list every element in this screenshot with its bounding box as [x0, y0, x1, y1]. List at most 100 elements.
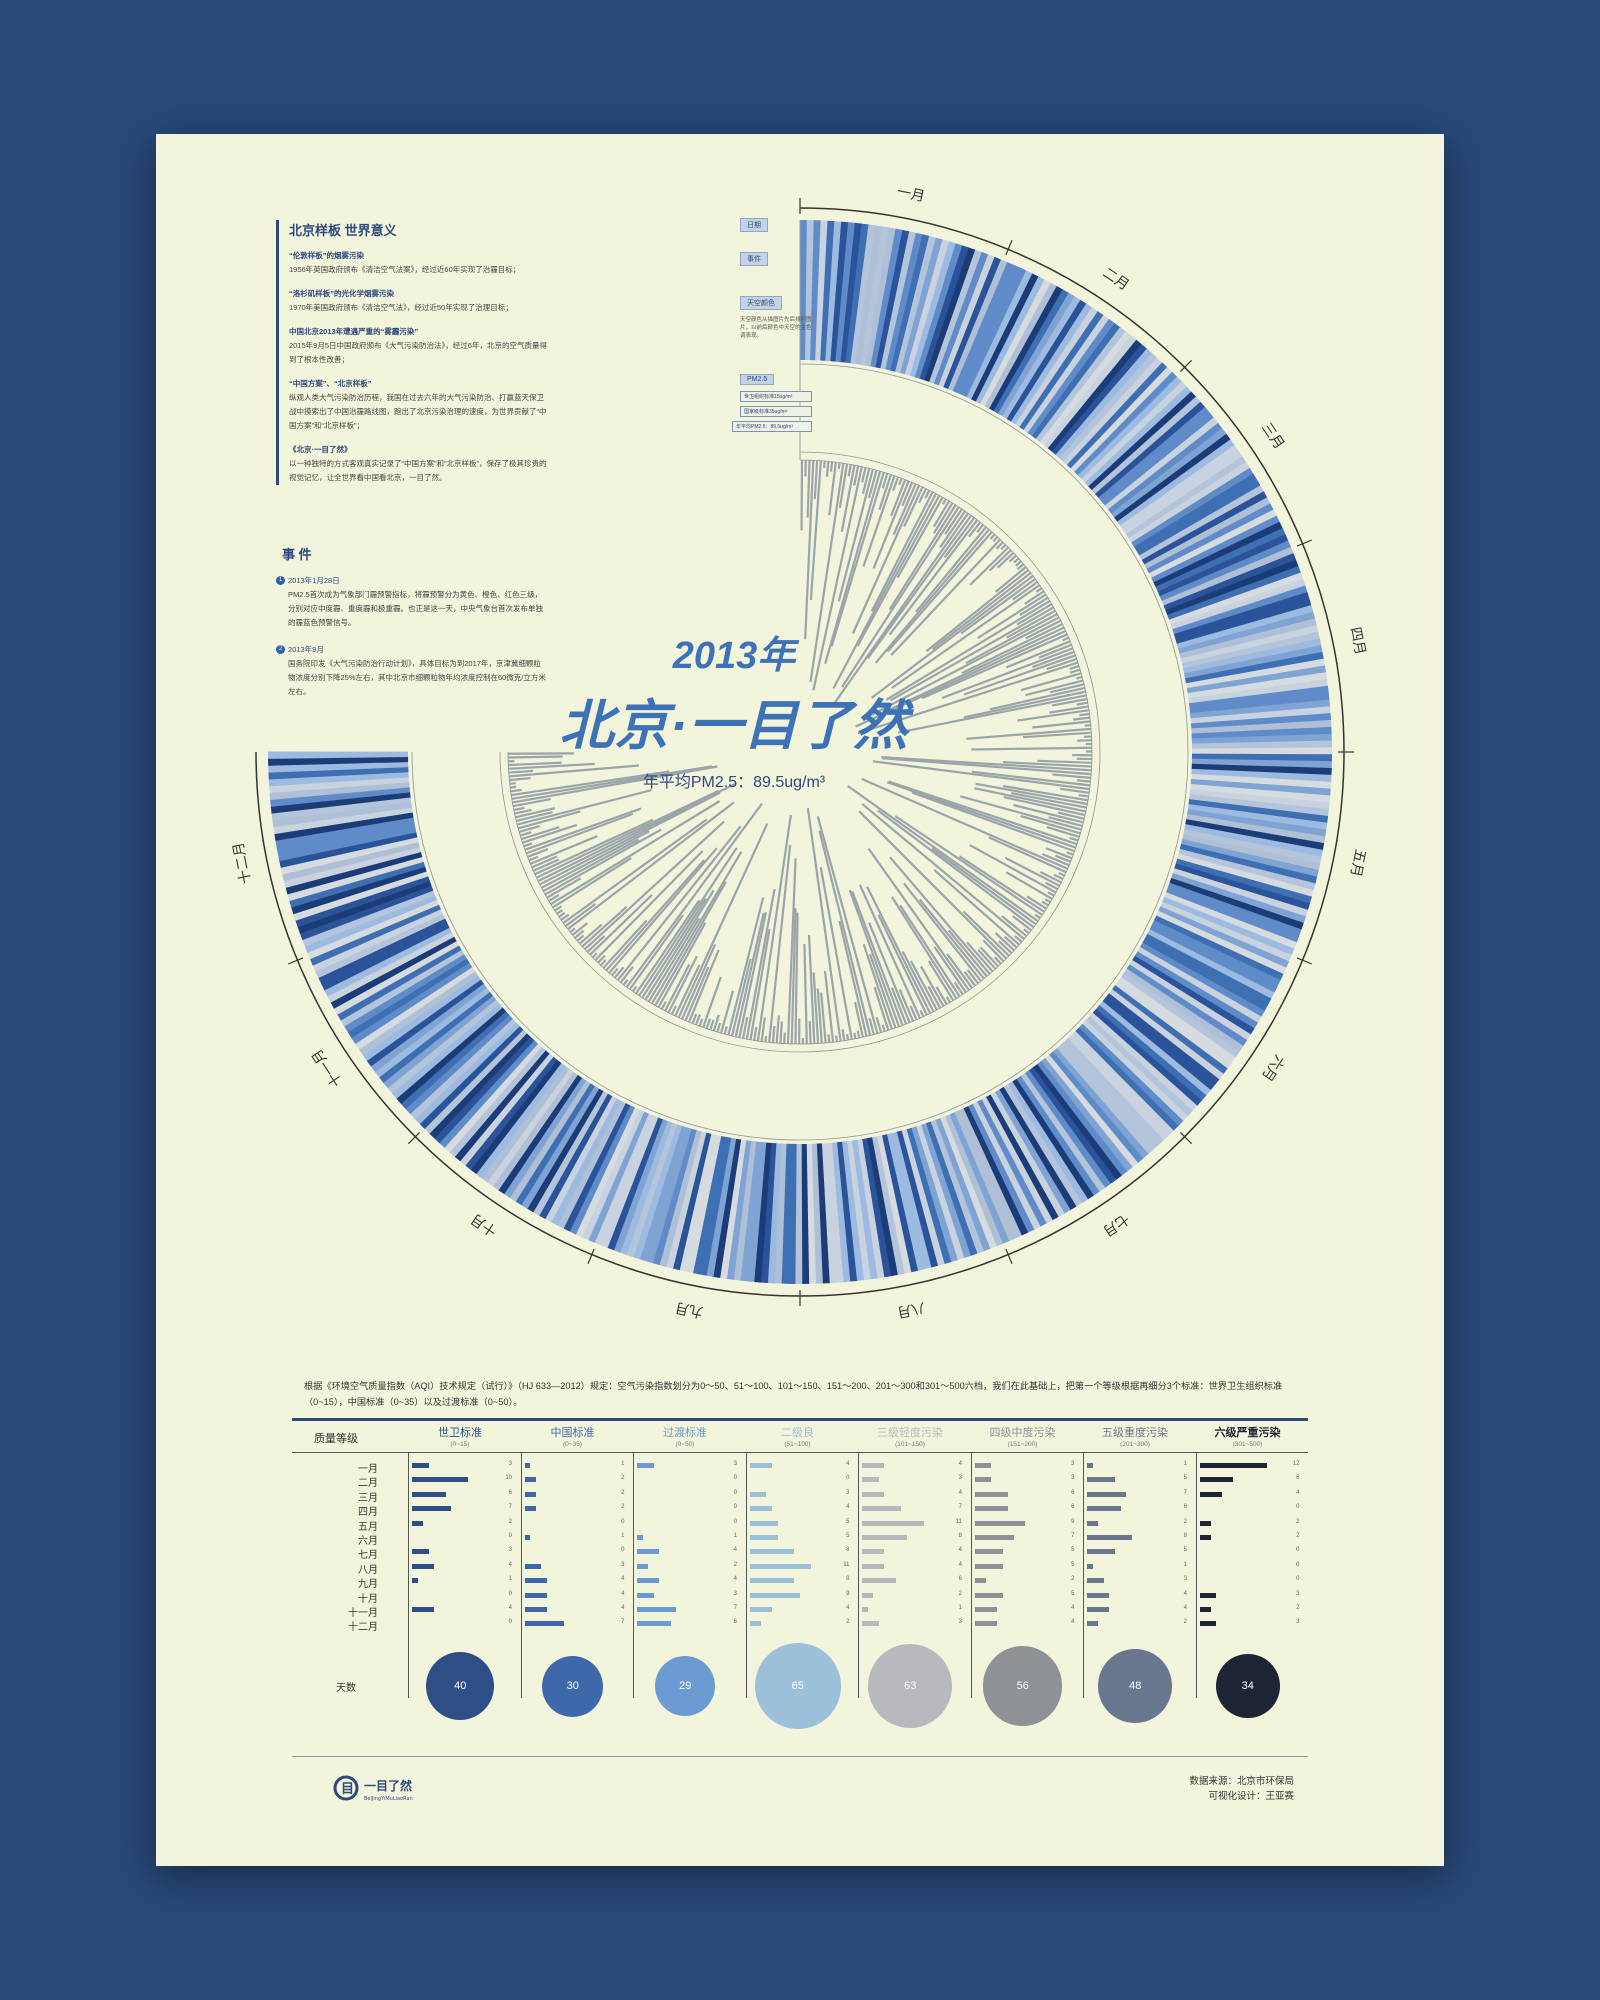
pm25-bar [1073, 716, 1091, 721]
pm25-bar [919, 1009, 925, 1018]
event-item: 1 2013年1月28日 PM2.5首次成为气象部门霾预警指标，将霾预警分为黄色… [276, 575, 548, 630]
sky-color-band [999, 1086, 1077, 1211]
sky-color-band [454, 1050, 550, 1162]
table-bar [637, 1621, 671, 1627]
sky-color-band [378, 991, 494, 1083]
level-name: 中国标准 [550, 1427, 595, 1439]
pm25-bar [829, 461, 834, 472]
table-bar-value: 6 [733, 1619, 737, 1626]
level-header: 四级中度污染 (151~200) [967, 1424, 1079, 1448]
sky-color-band [297, 880, 432, 934]
sky-color-band [993, 289, 1070, 414]
pm25-bar [1026, 895, 1047, 910]
sky-color-band [315, 913, 446, 979]
pm25-bar [858, 884, 921, 1019]
sky-color-band [370, 983, 487, 1073]
sky-color-band [1144, 933, 1272, 1006]
pm25-bar [885, 599, 1051, 701]
pm25-bar [524, 807, 642, 851]
pm25-bar [554, 905, 563, 912]
table-bar-value: 2 [1183, 1518, 1187, 1525]
table-bar-value: 5 [1071, 1561, 1075, 1568]
pm25-bar [881, 756, 1092, 772]
pm25-bar [534, 818, 654, 876]
pm25-bar [1041, 853, 1070, 867]
column-separator [633, 1452, 634, 1698]
sky-color-band [1188, 678, 1328, 704]
sky-color-band [1161, 546, 1294, 606]
pm25-bar [845, 1033, 850, 1041]
pm25-bar [1049, 705, 1089, 714]
sky-color-band [896, 1130, 939, 1268]
sky-color-band [1092, 1008, 1202, 1107]
sky-color-band [861, 1138, 892, 1278]
pm25-bar [727, 897, 765, 1036]
pm25-bar [837, 462, 841, 470]
table-month-label: 六月 [358, 1536, 378, 1547]
sky-color-band [575, 1107, 640, 1238]
level-header: 三级轻度污染 (101~150) [854, 1424, 966, 1448]
pm25-bar [550, 800, 721, 906]
sky-color-band [810, 220, 822, 361]
sky-color-band [521, 1085, 600, 1209]
pm25-bar [1016, 563, 1025, 570]
table-bar [1087, 1463, 1093, 1468]
table-bar-value: 7 [1071, 1533, 1075, 1539]
pm25-bar [927, 985, 942, 1009]
sky-color-band [1015, 307, 1099, 428]
sky-color-band [1167, 565, 1301, 621]
pm25-bar [1013, 557, 1020, 564]
poster-title: 北京·一目了然 [559, 696, 909, 756]
sky-color-band [900, 237, 943, 375]
sky-color-band [866, 1137, 898, 1277]
sky-color-band [1191, 763, 1332, 776]
pm25-bar [1037, 759, 1092, 764]
table-bar-value: 8 [1183, 1533, 1187, 1539]
sky-color-band [1134, 473, 1258, 552]
pm25-bar [564, 902, 597, 927]
table-bar [1199, 1607, 1211, 1612]
sky-color-band [944, 1114, 1004, 1247]
sky-color-band [1191, 747, 1332, 755]
sky-color-band [1191, 726, 1332, 739]
sky-color-band [276, 822, 416, 855]
pm25-bar [771, 1025, 776, 1043]
sky-color-band [304, 895, 438, 953]
table-bar [637, 1549, 660, 1555]
pm25-bar [969, 844, 1057, 894]
sky-color-band [1178, 611, 1316, 654]
pm25-bar [988, 549, 1012, 572]
sky-color-band [1156, 910, 1287, 975]
pm25-bar [918, 488, 927, 504]
pm25-bar [944, 508, 963, 535]
pm25-bar [851, 890, 904, 1026]
table-bar-value: 4 [846, 1461, 850, 1467]
average-pm25: 年平均PM2.5：89.5ug/m³ [642, 774, 826, 791]
pm25-bar [594, 850, 704, 961]
sky-color-band [1111, 428, 1227, 518]
table-bar-value: 4 [733, 1547, 737, 1554]
sky-color-band [1190, 784, 1331, 803]
pm25-bar [508, 762, 595, 770]
sky-color-band [475, 1062, 566, 1179]
table-bar-value: 0 [1296, 1547, 1300, 1554]
pm25-bar [813, 460, 819, 499]
pm25-bar [1058, 871, 1065, 877]
sky-color-band [1107, 422, 1223, 514]
pm25-bar [576, 934, 585, 942]
pm25-bar [993, 956, 1002, 965]
pm25-bar [510, 785, 517, 789]
sky-color-band [1098, 406, 1210, 502]
days-label: 天数 [336, 1683, 356, 1694]
sky-color-band [318, 918, 448, 985]
section-body: 纵观人类大气污染防治历程，我国在过去六年的大气污染防治、打赢蓝天保卫战中摸索出了… [289, 393, 547, 430]
sky-color-band [429, 1033, 531, 1139]
sky-color-band [1071, 1030, 1174, 1136]
pm25-bar [975, 782, 1088, 806]
table-bar [412, 1578, 418, 1584]
sky-color-band [1153, 915, 1284, 981]
sky-color-band [938, 254, 995, 388]
month-label: 九月 [674, 1300, 705, 1321]
table-bar-value: 10 [505, 1475, 512, 1482]
sky-color-band [953, 1110, 1016, 1242]
